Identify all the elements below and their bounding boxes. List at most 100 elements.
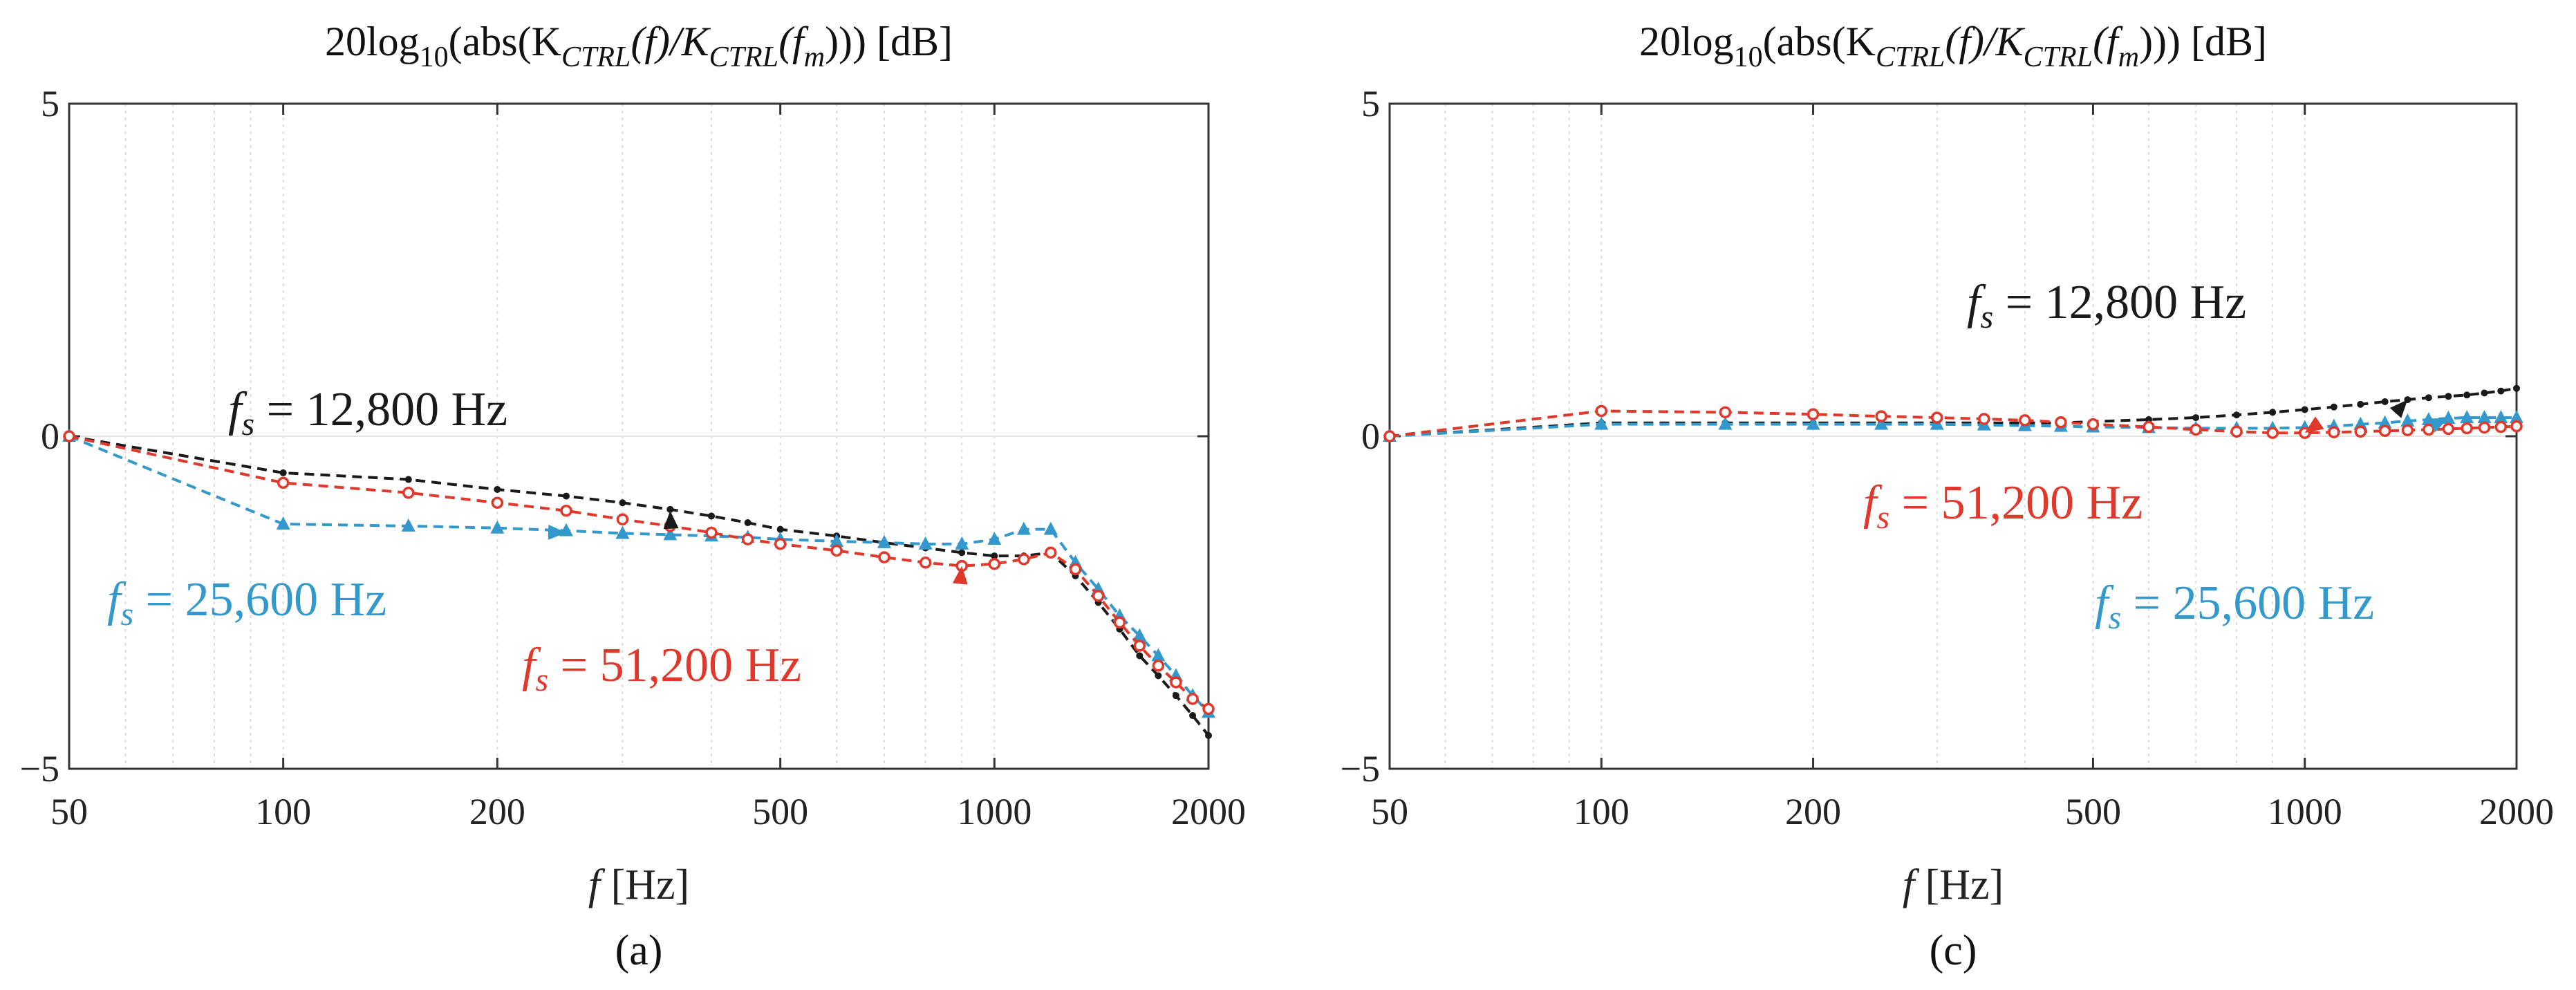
y-tick-label: 0 <box>41 415 59 457</box>
data-point <box>2381 398 2389 405</box>
x-tick-label: 2000 <box>1171 791 1246 832</box>
data-point <box>563 492 570 500</box>
x-tick-label: 1000 <box>957 791 1032 832</box>
title-part: (f <box>2093 19 2123 64</box>
annotation: fs = 51,200 Hz <box>522 566 968 698</box>
annotation-subscript: s <box>1876 499 1889 536</box>
x-axis-label-unit: [Hz] <box>1914 861 2004 908</box>
data-point <box>2192 414 2200 422</box>
annotation-arrow-head <box>2429 418 2449 433</box>
data-point <box>1132 628 1147 642</box>
data-point <box>2301 406 2308 413</box>
x-tick-label: 200 <box>469 791 525 832</box>
x-tick-label: 50 <box>1371 791 1408 832</box>
data-point <box>2266 427 2279 439</box>
data-point <box>615 525 630 539</box>
y-tick-label: 5 <box>41 83 59 124</box>
annotation-text: = 51,200 Hz <box>548 639 801 692</box>
data-point <box>491 496 504 509</box>
annotation-text: = 51,200 Hz <box>1889 476 2143 530</box>
y-tick-label: 5 <box>1361 83 1380 124</box>
title-part: (f)/K <box>631 19 711 64</box>
data-point <box>2330 403 2337 411</box>
data-point <box>560 504 572 517</box>
data-point <box>1718 416 1733 430</box>
data-point <box>1045 546 1057 559</box>
data-point <box>1205 731 1212 739</box>
data-point <box>2143 420 2155 433</box>
data-point <box>2425 394 2432 402</box>
data-point <box>1172 692 1179 700</box>
data-point <box>2460 410 2474 424</box>
annotation-arrow-head <box>548 524 567 540</box>
data-point <box>2463 391 2471 399</box>
data-point <box>988 557 1001 570</box>
data-point <box>1874 416 1889 430</box>
annotation-label: fs = 12,800 Hz <box>228 383 507 442</box>
data-point <box>1016 521 1031 535</box>
data-point <box>958 549 966 557</box>
data-point <box>1018 553 1030 566</box>
data-point <box>1092 590 1105 602</box>
annotation: fs = 25,600 Hz <box>2095 418 2449 636</box>
data-point <box>2510 420 2523 433</box>
data-point <box>2401 424 2414 437</box>
data-point <box>2478 421 2491 434</box>
data-point <box>1806 416 1820 430</box>
data-point <box>276 516 290 530</box>
data-point <box>830 533 844 547</box>
data-point <box>705 526 718 539</box>
annotation-text: = 12,800 Hz <box>254 383 507 436</box>
x-tick-label: 200 <box>1785 791 1841 832</box>
title-part: (abs(K <box>1763 19 1876 64</box>
data-point <box>279 469 287 476</box>
data-point <box>404 476 412 483</box>
data-point <box>830 544 843 557</box>
title-subscript: m <box>2118 41 2139 73</box>
series-1 <box>62 429 1215 718</box>
data-point <box>2461 422 2473 435</box>
data-point <box>741 533 754 545</box>
data-point <box>616 513 629 525</box>
data-point <box>1155 672 1162 680</box>
title-subscript: m <box>804 41 825 73</box>
annotation-label: fs = 25,600 Hz <box>107 573 386 633</box>
x-tick-label: 500 <box>752 791 808 832</box>
title-subscript: CTRL <box>2024 41 2093 73</box>
title-subscript: 10 <box>1734 41 1763 73</box>
data-point <box>955 536 969 550</box>
title-part: ))) [dB] <box>2139 19 2267 64</box>
data-point <box>919 557 932 569</box>
chart-title: 20log10(abs(KCTRL(f)/KCTRL(fm))) [dB] <box>1639 19 2267 73</box>
data-point <box>1069 563 1082 576</box>
data-point <box>1719 406 1732 419</box>
data-point <box>1113 616 1126 629</box>
data-point <box>2442 422 2455 436</box>
data-point <box>774 538 787 550</box>
data-point <box>2497 387 2505 395</box>
data-point <box>776 525 784 533</box>
data-point <box>878 551 890 563</box>
annotation-subscript: s <box>2108 599 2121 636</box>
data-point <box>987 532 1002 545</box>
chart-title: 20log10(abs(KCTRL(f)/KCTRL(fm))) [dB] <box>325 19 953 73</box>
panel-label: (c) <box>1930 927 1977 974</box>
data-point <box>1170 676 1182 689</box>
annotation: fs = 12,800 Hz <box>228 383 679 530</box>
annotation-subscript: s <box>241 406 254 442</box>
annotation: fs = 12,800 Hz <box>1967 276 2408 418</box>
data-point <box>991 552 998 560</box>
data-point <box>2481 389 2488 397</box>
y-tick-label: −5 <box>1341 748 1380 790</box>
data-point <box>1043 521 1058 535</box>
series-2 <box>63 430 1215 716</box>
data-point <box>2378 415 2392 429</box>
data-point <box>1595 404 1608 418</box>
title-subscript: CTRL <box>709 41 778 73</box>
data-point <box>402 487 415 499</box>
annotation-label: fs = 51,200 Hz <box>522 639 801 698</box>
x-axis-label-unit: [Hz] <box>600 861 689 908</box>
x-tick-label: 500 <box>2065 791 2121 832</box>
data-point <box>1202 702 1215 716</box>
data-point <box>1136 652 1144 660</box>
